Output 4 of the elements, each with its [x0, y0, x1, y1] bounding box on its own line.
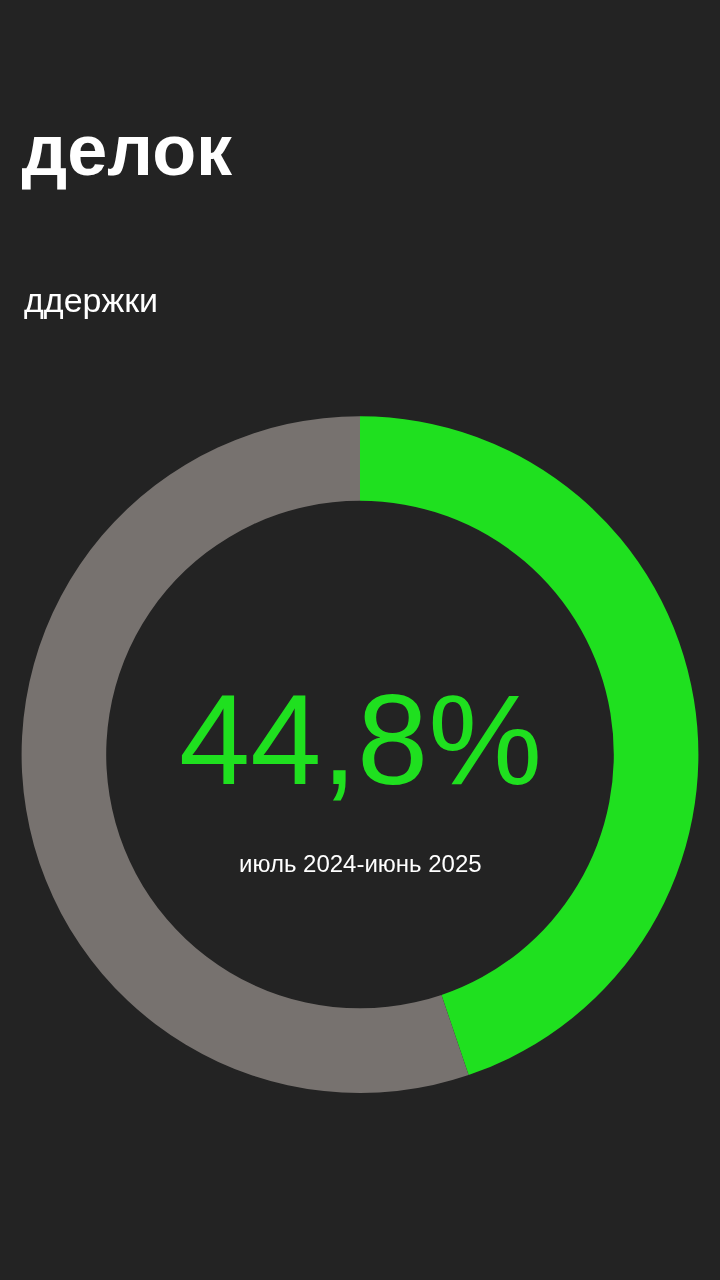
chart-subtitle: ддержки	[24, 281, 159, 319]
text: 44,8%	[179, 668, 542, 811]
chart-title: делок	[21, 110, 234, 191]
text: июль 2024-июнь 2025	[239, 850, 482, 877]
